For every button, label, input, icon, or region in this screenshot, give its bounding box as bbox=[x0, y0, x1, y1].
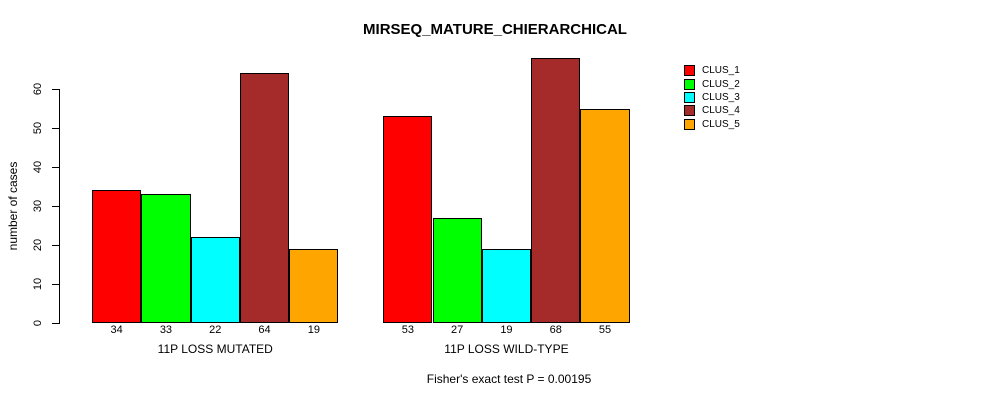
legend-swatch bbox=[684, 78, 695, 90]
bar-clus_1-group1 bbox=[92, 190, 142, 323]
y-axis-tick-label: 40 bbox=[32, 160, 44, 174]
y-axis-tick bbox=[52, 167, 59, 168]
group-label: 11P LOSS WILD-TYPE bbox=[444, 342, 569, 356]
bar-value-label: 64 bbox=[258, 324, 271, 336]
bar-clus_1-group2 bbox=[383, 116, 433, 323]
legend-item-label: CLUS_5 bbox=[702, 118, 740, 130]
y-axis-tick-label: 60 bbox=[32, 82, 44, 96]
bar-clus_2-group1 bbox=[141, 194, 191, 323]
legend-item-label: CLUS_1 bbox=[702, 65, 740, 77]
legend-item-label: CLUS_2 bbox=[702, 78, 740, 90]
y-axis-tick bbox=[52, 245, 59, 246]
bar-clus_2-group2 bbox=[432, 217, 482, 323]
legend-swatch bbox=[684, 91, 695, 103]
y-axis-line bbox=[59, 89, 60, 324]
bar-value-label: 19 bbox=[307, 324, 320, 336]
bar-value-label: 34 bbox=[110, 324, 123, 336]
y-axis-tick-label: 10 bbox=[32, 277, 44, 291]
y-axis-tick bbox=[52, 323, 59, 324]
bar-clus_5-group1 bbox=[289, 248, 339, 323]
bar-value-label: 19 bbox=[500, 324, 513, 336]
legend-item: CLUS_4 bbox=[684, 104, 740, 117]
bar-value-label: 33 bbox=[159, 324, 173, 336]
bar-value-label: 53 bbox=[401, 324, 414, 336]
legend-item: CLUS_1 bbox=[684, 64, 740, 77]
y-axis-tick bbox=[52, 128, 59, 129]
y-axis-tick bbox=[52, 89, 59, 90]
y-axis-tick bbox=[52, 206, 59, 207]
legend-item: CLUS_3 bbox=[684, 91, 740, 104]
chart-title: MIRSEQ_MATURE_CHIERARCHICAL bbox=[363, 21, 627, 38]
bar-clus_4-group2 bbox=[531, 57, 581, 323]
legend-swatch bbox=[684, 105, 695, 117]
legend-item: CLUS_2 bbox=[684, 77, 740, 90]
bar-clus_3-group1 bbox=[190, 237, 240, 323]
bar-value-label: 27 bbox=[451, 324, 464, 336]
legend-item-label: CLUS_4 bbox=[702, 105, 740, 117]
y-axis-tick bbox=[52, 284, 59, 285]
legend-item: CLUS_5 bbox=[684, 118, 740, 131]
y-axis-tick-label: 0 bbox=[32, 319, 44, 327]
bar-value-label: 22 bbox=[209, 324, 222, 336]
bar-clus_5-group2 bbox=[580, 108, 630, 323]
legend-swatch bbox=[684, 65, 695, 77]
y-axis-tick-label: 50 bbox=[32, 121, 44, 135]
y-axis-title: number of cases bbox=[6, 161, 20, 251]
stat-annotation: Fisher's exact test P = 0.00195 bbox=[426, 372, 592, 386]
legend: CLUS_1 CLUS_2 CLUS_3 CLUS_4 CLUS_5 bbox=[684, 64, 740, 131]
bar-clus_4-group1 bbox=[239, 73, 290, 323]
bar-value-label: 68 bbox=[549, 324, 562, 336]
bar-clus_3-group2 bbox=[481, 248, 532, 323]
group-label: 11P LOSS MUTATED bbox=[157, 342, 273, 356]
y-axis-tick-label: 30 bbox=[32, 199, 44, 213]
y-axis-tick-label: 20 bbox=[32, 238, 44, 252]
bar-value-label: 55 bbox=[598, 324, 612, 336]
legend-item-label: CLUS_3 bbox=[702, 91, 740, 103]
legend-swatch bbox=[684, 118, 695, 130]
